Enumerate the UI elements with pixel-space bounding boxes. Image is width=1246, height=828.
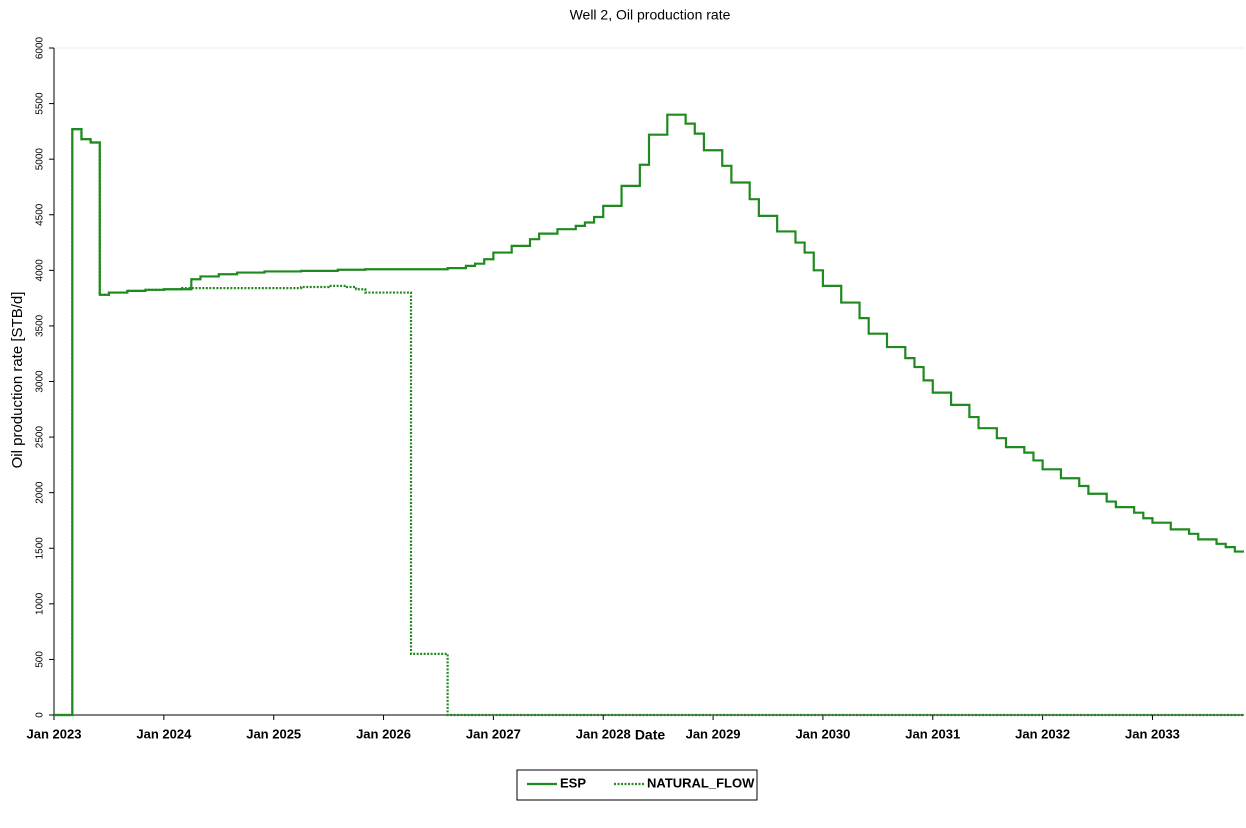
legend-label: NATURAL_FLOW [647,775,755,790]
x-tick-label: Jan 2028 [576,726,631,741]
x-tick-label: Jan 2027 [466,726,521,741]
x-tick-label: Jan 2030 [795,726,850,741]
y-tick-label: 500 [35,651,46,668]
x-tick-label: Jan 2023 [27,726,82,741]
y-tick-label: 1500 [35,537,46,560]
y-tick-label: 2000 [35,481,46,504]
x-axis-label: Date [635,727,666,743]
x-tick-label: Jan 2026 [356,726,411,741]
chart-title: Well 2, Oil production rate [570,7,731,23]
y-tick-label: 0 [35,712,46,718]
x-tick-label: Jan 2024 [136,726,192,741]
y-axis-label: Oil production rate [STB/d] [9,292,26,469]
legend-label: ESP [560,775,586,790]
y-tick-label: 4500 [35,203,46,226]
series-line [54,113,1244,717]
x-tick-label: Jan 2029 [686,726,741,741]
series-line [54,128,1244,717]
y-tick-label: 3000 [35,370,46,393]
y-tick-label: 3500 [35,314,46,337]
y-tick-label: 2500 [35,426,46,449]
x-tick-label: Jan 2033 [1125,726,1180,741]
x-tick-label: Jan 2032 [1015,726,1070,741]
x-tick-label: Jan 2031 [905,726,960,741]
y-tick-label: 5500 [35,92,46,115]
y-tick-label: 4000 [35,259,46,282]
x-tick-label: Jan 2025 [246,726,301,741]
y-tick-label: 6000 [35,36,46,59]
y-tick-label: 5000 [35,148,46,171]
y-tick-label: 1000 [35,592,46,615]
